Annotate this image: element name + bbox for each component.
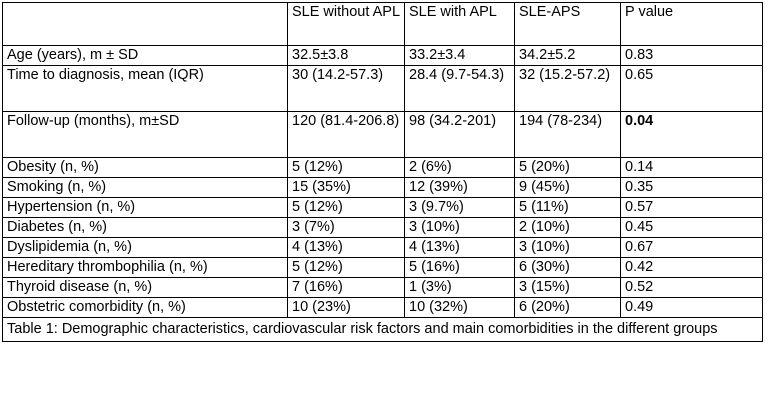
cell-sle-aps: 194 (78-234) [514,111,621,158]
cell-sle-without-apl: 15 (35%) [287,177,405,198]
cell-sle-aps: 5 (20%) [514,157,621,178]
table-row: Smoking (n, %) 15 (35%) 12 (39%) 9 (45%)… [2,177,763,198]
row-label: Age (years), m ± SD [2,45,288,66]
demographics-table: SLE without APL SLE with APL SLE-APS P v… [2,2,763,342]
cell-sle-aps: 9 (45%) [514,177,621,198]
header-row: SLE without APL SLE with APL SLE-APS P v… [2,2,763,46]
cell-sle-without-apl: 10 (23%) [287,297,405,318]
cell-sle-without-apl: 120 (81.4-206.8) [287,111,405,158]
row-label: Hypertension (n, %) [2,197,288,218]
cell-sle-with-apl: 28.4 (9.7-54.3) [404,65,515,112]
cell-sle-aps: 32 (15.2-57.2) [514,65,621,112]
cell-sle-without-apl: 5 (12%) [287,257,405,278]
cell-sle-aps: 2 (10%) [514,217,621,238]
header-cell-sle-aps: SLE-APS [514,2,621,46]
cell-sle-aps: 6 (30%) [514,257,621,278]
cell-sle-with-apl: 33.2±3.4 [404,45,515,66]
cell-sle-with-apl: 4 (13%) [404,237,515,258]
header-cell-empty [2,2,288,46]
cell-p-value: 0.14 [620,157,763,178]
header-cell-sle-with-apl: SLE with APL [404,2,515,46]
cell-p-value: 0.04 [620,111,763,158]
cell-p-value: 0.35 [620,177,763,198]
cell-p-value: 0.83 [620,45,763,66]
cell-sle-without-apl: 3 (7%) [287,217,405,238]
table-row: Time to diagnosis, mean (IQR) 30 (14.2-5… [2,65,763,112]
cell-sle-with-apl: 3 (10%) [404,217,515,238]
table-row: Obstetric comorbidity (n, %) 10 (23%) 10… [2,297,763,318]
row-label: Thyroid disease (n, %) [2,277,288,298]
cell-sle-with-apl: 3 (9.7%) [404,197,515,218]
row-label: Diabetes (n, %) [2,217,288,238]
cell-p-value: 0.67 [620,237,763,258]
cell-sle-without-apl: 32.5±3.8 [287,45,405,66]
table-row: Hypertension (n, %) 5 (12%) 3 (9.7%) 5 (… [2,197,763,218]
table-row: Thyroid disease (n, %) 7 (16%) 1 (3%) 3 … [2,277,763,298]
row-label: Follow-up (months), m±SD [2,111,288,158]
cell-p-value: 0.65 [620,65,763,112]
row-label: Obesity (n, %) [2,157,288,178]
cell-p-value: 0.42 [620,257,763,278]
cell-sle-with-apl: 10 (32%) [404,297,515,318]
cell-sle-aps: 3 (10%) [514,237,621,258]
cell-p-value: 0.52 [620,277,763,298]
table-caption: Table 1: Demographic characteristics, ca… [2,317,763,342]
table-row: Obesity (n, %) 5 (12%) 2 (6%) 5 (20%) 0.… [2,157,763,178]
cell-p-value: 0.45 [620,217,763,238]
cell-sle-without-apl: 7 (16%) [287,277,405,298]
row-label: Hereditary thrombophilia (n, %) [2,257,288,278]
table-row: Follow-up (months), m±SD 120 (81.4-206.8… [2,111,763,158]
table-row: Dyslipidemia (n, %) 4 (13%) 4 (13%) 3 (1… [2,237,763,258]
cell-sle-with-apl: 12 (39%) [404,177,515,198]
row-label: Smoking (n, %) [2,177,288,198]
cell-p-value: 0.49 [620,297,763,318]
table-row: Diabetes (n, %) 3 (7%) 3 (10%) 2 (10%) 0… [2,217,763,238]
cell-sle-with-apl: 2 (6%) [404,157,515,178]
table-container: SLE without APL SLE with APL SLE-APS P v… [2,2,763,342]
cell-sle-aps: 6 (20%) [514,297,621,318]
cell-sle-without-apl: 5 (12%) [287,197,405,218]
cell-sle-with-apl: 98 (34.2-201) [404,111,515,158]
header-cell-sle-without-apl: SLE without APL [287,2,405,46]
table-row: Hereditary thrombophilia (n, %) 5 (12%) … [2,257,763,278]
cell-sle-aps: 5 (11%) [514,197,621,218]
cell-sle-with-apl: 1 (3%) [404,277,515,298]
cell-sle-without-apl: 5 (12%) [287,157,405,178]
cell-sle-without-apl: 4 (13%) [287,237,405,258]
cell-sle-aps: 3 (15%) [514,277,621,298]
row-label: Obstetric comorbidity (n, %) [2,297,288,318]
table-row: Age (years), m ± SD 32.5±3.8 33.2±3.4 34… [2,45,763,66]
row-label: Dyslipidemia (n, %) [2,237,288,258]
cell-sle-aps: 34.2±5.2 [514,45,621,66]
cell-sle-without-apl: 30 (14.2-57.3) [287,65,405,112]
cell-p-value: 0.57 [620,197,763,218]
row-label: Time to diagnosis, mean (IQR) [2,65,288,112]
caption-row: Table 1: Demographic characteristics, ca… [2,317,763,342]
header-cell-p-value: P value [620,2,763,46]
cell-sle-with-apl: 5 (16%) [404,257,515,278]
